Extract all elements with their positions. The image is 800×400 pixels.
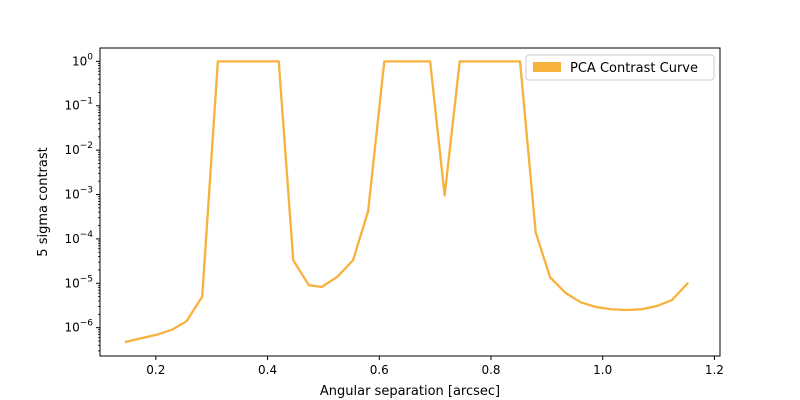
y-tick-label: 10−6 [64,319,93,335]
series-layer [124,60,689,343]
y-tick-label: 100 [72,52,93,68]
legend-box [525,54,715,81]
series-line-0 [124,60,689,343]
y-tick-label: 10−5 [64,274,93,290]
x-tick-label: 0.4 [258,363,277,377]
legend: PCA Contrast Curve [525,54,715,81]
y-tick-label: 10−3 [64,186,93,202]
x-tick-label: 1.0 [593,363,612,377]
y-tick-label: 10−2 [64,141,93,157]
legend-swatch [533,62,561,72]
plot-frame [99,47,721,357]
legend-label: PCA Contrast Curve [570,61,698,76]
x-tick-label: 1.2 [705,363,724,377]
x-axis: 0.2 0.4 0.6 0.8 1.0 1.2 [146,356,724,377]
x-tick-label: 0.8 [481,363,500,377]
x-axis-label: Angular separation [arcsec] [320,384,500,399]
y-axis: 10−6 10−5 10−4 10−3 10−2 10−1 100 [64,52,100,352]
y-tick-label: 10−4 [64,230,93,246]
y-tick-label: 10−1 [64,97,93,113]
y-axis-label: 5 sigma contrast [36,147,51,256]
x-tick-label: 0.2 [146,363,165,377]
x-tick-label: 0.6 [370,363,389,377]
